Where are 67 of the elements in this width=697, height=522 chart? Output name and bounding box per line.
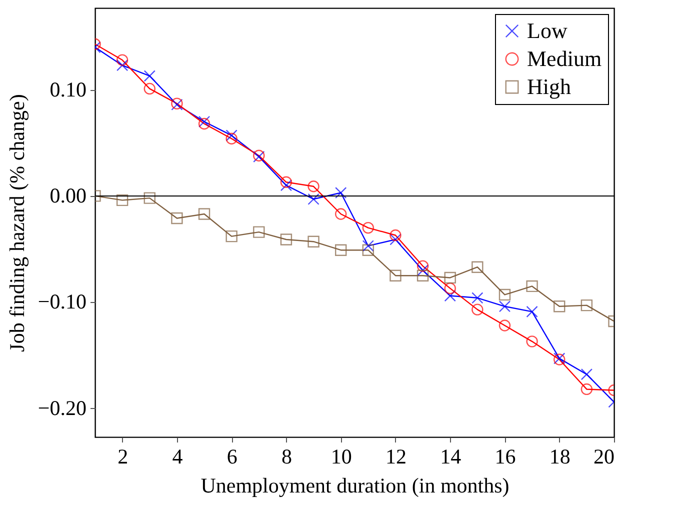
point — [280, 176, 292, 188]
y-tick-label: −0.20 — [38, 396, 86, 420]
point — [308, 236, 320, 248]
x-tick-label: 6 — [226, 444, 238, 468]
point — [390, 229, 402, 242]
point — [498, 320, 511, 332]
point — [335, 208, 347, 220]
x-tick-label: 4 — [172, 444, 184, 468]
y-tick-label: −0.10 — [38, 290, 86, 314]
point — [390, 234, 402, 246]
point — [362, 244, 374, 256]
point — [253, 226, 265, 238]
point — [144, 70, 156, 82]
point — [472, 261, 484, 273]
point — [198, 116, 210, 128]
point — [144, 192, 156, 204]
point — [416, 264, 429, 276]
point — [116, 54, 128, 66]
point — [416, 270, 429, 282]
point — [498, 288, 511, 301]
x-tick-label: 10 — [330, 444, 352, 468]
x-tick-label: 8 — [281, 444, 292, 468]
point — [280, 179, 292, 192]
y-tick-label: 0.00 — [50, 183, 86, 208]
point — [335, 244, 347, 256]
point — [226, 130, 238, 142]
x-tick-label: 18 — [549, 444, 570, 468]
x-tick-label: 16 — [494, 444, 516, 468]
point — [308, 193, 320, 205]
x-tick-label: 14 — [440, 444, 462, 468]
point — [580, 368, 593, 380]
point — [362, 222, 374, 234]
point — [116, 194, 128, 206]
x-tick-label: 12 — [385, 444, 406, 468]
legend-label: Medium — [527, 46, 602, 71]
point — [444, 272, 456, 284]
point — [308, 180, 320, 192]
point — [416, 260, 429, 272]
legend-label: High — [527, 74, 571, 99]
point — [171, 212, 183, 224]
point — [116, 60, 128, 72]
point — [580, 299, 593, 312]
legend-label: Low — [527, 18, 568, 43]
point — [580, 383, 593, 396]
point — [362, 240, 374, 252]
point — [554, 300, 566, 312]
x-tick-label: 20 — [594, 444, 614, 468]
point — [226, 132, 238, 144]
x-axis-title: Unemployment duration (in months) — [200, 474, 510, 498]
x-tick-label: 2 — [118, 444, 128, 468]
point — [472, 304, 484, 316]
point — [280, 234, 292, 246]
point — [144, 82, 156, 95]
point — [335, 186, 347, 199]
point — [444, 290, 456, 302]
point — [226, 230, 238, 242]
y-axis-title: Job finding hazard (% change) — [4, 94, 29, 352]
point — [526, 280, 538, 292]
point — [198, 118, 210, 130]
point — [444, 282, 456, 294]
y-tick-label: 0.10 — [50, 77, 86, 102]
point — [526, 306, 538, 318]
point — [526, 336, 538, 348]
point — [198, 208, 210, 220]
point — [498, 300, 511, 312]
point — [390, 270, 402, 282]
point — [472, 292, 484, 304]
